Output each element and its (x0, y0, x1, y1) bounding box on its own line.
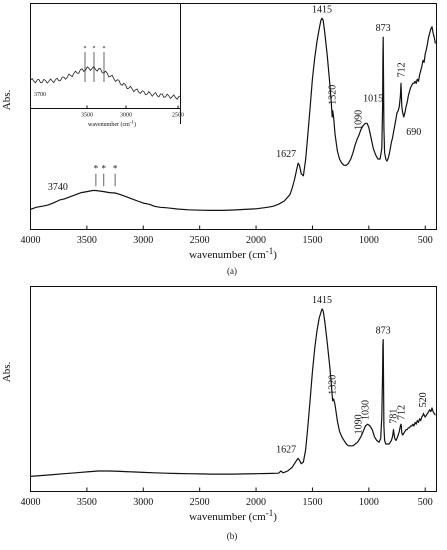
peak-label: 1090 (354, 414, 365, 434)
peak-label: 1320 (328, 375, 339, 395)
panel-a-inset: 3500 3000 2500 * * * 3700 wavenumber (cm-1) (30, 3, 184, 129)
panel-b-x-ticks (30, 487, 426, 492)
panel-b-chart: 4000 3500 3000 2500 2000 1500 1000 500 14158731… (1, 286, 437, 541)
peak-label: 873 (376, 326, 391, 337)
peak-label: 3740 (48, 182, 68, 193)
x-tick-label: 1500 (302, 235, 322, 246)
panel-b-panel-label: (b) (227, 531, 238, 541)
inset-spectrum-line (30, 65, 181, 100)
peak-label: 520 (418, 392, 429, 407)
panel-a-chart: 4000 3500 3000 2500 2000 1500 1000 500 14158731… (1, 3, 437, 276)
x-tick-label: 3500 (77, 235, 97, 246)
star-marker: * (113, 164, 118, 174)
panel-a-spectrum-line (30, 17, 436, 211)
inset-x-axis-label: wavenumber (cm-1) (88, 121, 136, 129)
panel-a-panel-label: (a) (227, 266, 237, 276)
panel-b-x-tick-labels: 4000 3500 3000 2500 2000 1500 1000 500 (21, 497, 433, 508)
x-tick-label: 1000 (359, 497, 379, 508)
panel-a-plot-frame (30, 3, 437, 230)
x-tick-label: 500 (418, 235, 433, 246)
x-tick-label: 1500 (302, 497, 322, 508)
peak-label: 1415 (312, 295, 332, 306)
peak-label: 1627 (276, 444, 296, 455)
panel-b-spectrum-line (30, 308, 436, 477)
panel-a-y-axis-label: Abs. (1, 90, 13, 111)
inset-star-marker: * (103, 46, 106, 52)
inset-x-tick-label: 3000 (120, 113, 132, 119)
inset-star-marker: * (93, 46, 96, 52)
peak-label: 712 (396, 62, 407, 77)
x-tick-label: 3000 (133, 235, 153, 246)
peak-label: 1627 (276, 149, 296, 160)
peak-label: 1015 (363, 93, 383, 104)
inset-x-tick-labels: 3500 3000 2500 (81, 113, 184, 119)
panel-b-y-axis-label: Abs. (1, 362, 13, 383)
inset-x-ticks (86, 105, 179, 109)
peak-label: 781 (389, 409, 400, 424)
x-tick-label: 4000 (21, 497, 41, 508)
peak-label: 1030 (360, 400, 371, 420)
x-tick-label: 500 (418, 497, 433, 508)
peak-label: 1320 (328, 85, 339, 105)
peak-label: 712 (396, 405, 407, 420)
x-tick-label: 4000 (21, 235, 41, 246)
panel-a-x-ticks (30, 225, 426, 230)
star-marker: * (102, 164, 107, 174)
x-tick-label: 3500 (77, 497, 97, 508)
inset-star-markers: * * * (84, 46, 106, 82)
peak-label: 690 (406, 127, 421, 138)
x-tick-label: 2500 (190, 235, 210, 246)
panel-a-peak-labels: 1415 873 1320 1015 1090 712 1627 690 3740 (48, 4, 421, 193)
peak-label: 1415 (312, 4, 332, 15)
panel-a-x-tick-labels: 4000 3500 3000 2500 2000 1500 1000 500 (21, 235, 433, 246)
x-tick-label: 2000 (246, 235, 266, 246)
inset-x-tick-label: 2500 (172, 113, 184, 119)
peak-label: 1090 (354, 110, 365, 130)
x-tick-label: 2000 (246, 497, 266, 508)
star-marker: * (94, 164, 99, 174)
inset-star-marker: * (84, 46, 87, 52)
inset-x-tick-label: 3500 (81, 113, 93, 119)
x-tick-label: 2500 (190, 497, 210, 508)
inset-corner-tick-label: 3700 (34, 92, 46, 98)
x-tick-label: 3000 (133, 497, 153, 508)
x-tick-label: 1000 (359, 235, 379, 246)
panel-b-plot-frame (30, 286, 437, 492)
panel-b-x-axis-label: wavenumber (cm-1) (189, 508, 277, 523)
panel-a-x-axis-label: wavenumber (cm-1) (189, 246, 277, 261)
peak-label: 873 (376, 23, 391, 34)
panel-a-star-markers: * * * (94, 164, 118, 187)
